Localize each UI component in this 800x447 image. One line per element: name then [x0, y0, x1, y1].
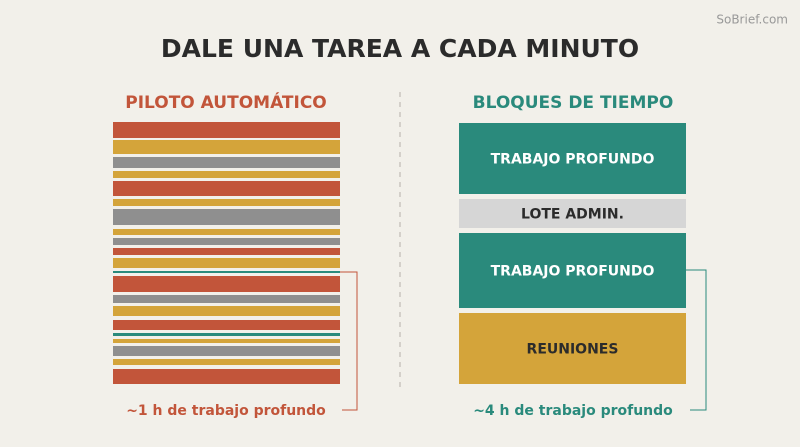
stripe: [113, 271, 340, 273]
blocks: TRABAJO PROFUNDO LOTE ADMIN. TRABAJO PROFU…: [459, 123, 686, 384]
stripe: [113, 238, 340, 245]
time-block: [459, 313, 686, 384]
block-label: TRABAJO PROFUNDO: [491, 264, 655, 280]
block-label: REUNIONES: [527, 342, 619, 358]
time-block: [459, 233, 686, 308]
stripe: [113, 369, 340, 384]
stripe: [113, 140, 340, 154]
title: DALE UNA TAREA A CADA MINUTO: [161, 34, 639, 63]
stripe: [113, 181, 340, 196]
time-block: [459, 123, 686, 194]
left-bracket: [340, 271, 358, 411]
stripe: [113, 248, 340, 255]
right-caption: ~4 h de trabajo profundo: [473, 403, 673, 419]
stripe: [113, 306, 340, 316]
stripe: [113, 171, 340, 178]
right-heading: BLOQUES DE TIEMPO: [473, 93, 674, 113]
stripe: [113, 122, 340, 138]
left-heading: PILOTO AUTOMÁTICO: [125, 91, 327, 113]
watermark: SoBrief.com: [716, 13, 788, 27]
stripe: [113, 258, 340, 268]
stripe: [113, 295, 340, 303]
left-caption: ~1 h de trabajo profundo: [126, 403, 326, 419]
stripe: [113, 333, 340, 336]
stripe: [113, 359, 340, 365]
stripe: [113, 157, 340, 168]
right-bracket: [686, 269, 707, 411]
block-label: LOTE ADMIN.: [521, 207, 624, 223]
stripe: [113, 209, 340, 225]
stripe: [113, 229, 340, 235]
stripe: [113, 346, 340, 356]
stripe: [113, 320, 340, 330]
block-label: TRABAJO PROFUNDO: [491, 152, 655, 168]
stripes: [113, 122, 340, 384]
stripe: [113, 276, 340, 292]
stripe: [113, 199, 340, 206]
time-block: [459, 199, 686, 228]
stripe: [113, 339, 340, 343]
